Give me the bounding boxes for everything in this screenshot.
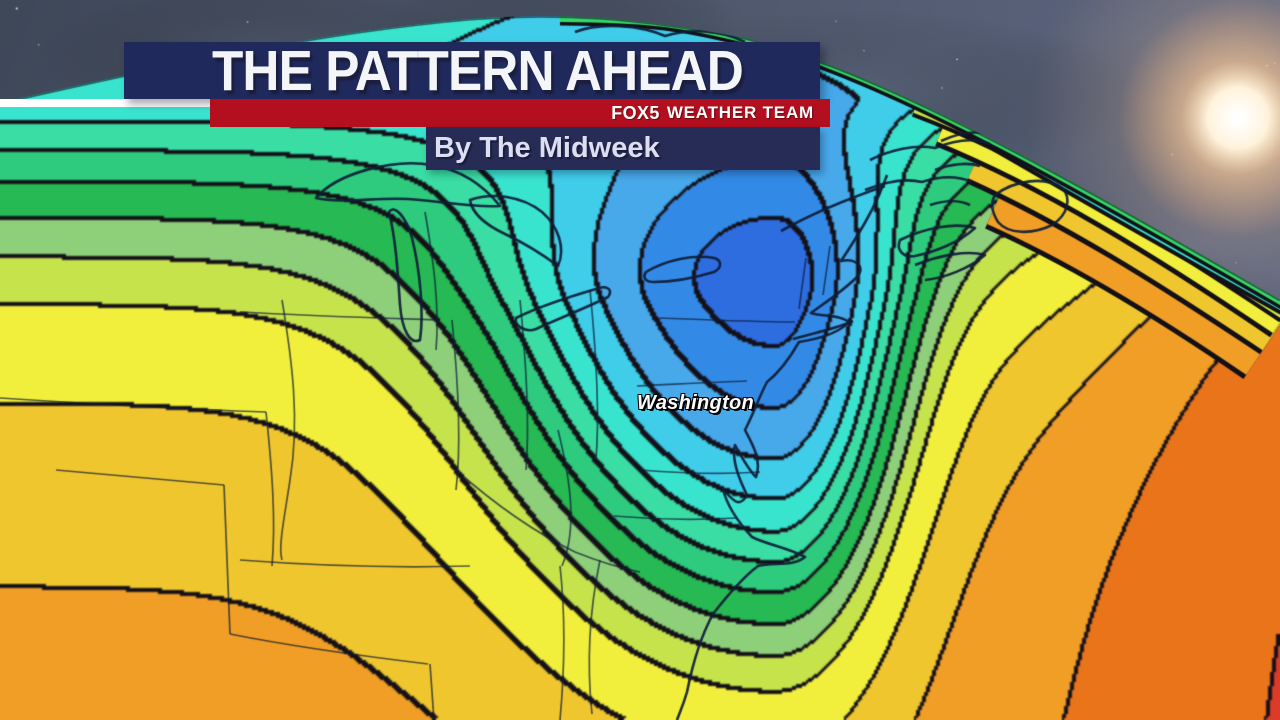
subtitle-text: By The Midweek <box>434 132 660 164</box>
station-team-label: WEATHER TEAM <box>666 103 814 122</box>
subtitle-banner: By The Midweek <box>426 127 820 170</box>
station-brand: FOX5 <box>611 102 660 123</box>
station-strip: FOX5 WEATHER TEAM <box>210 99 830 127</box>
page-title: THE PATTERN AHEAD <box>212 38 744 103</box>
city-label-washington: Washington <box>637 392 755 414</box>
title-banner: THE PATTERN AHEAD <box>124 39 820 103</box>
frame-line <box>0 99 210 107</box>
